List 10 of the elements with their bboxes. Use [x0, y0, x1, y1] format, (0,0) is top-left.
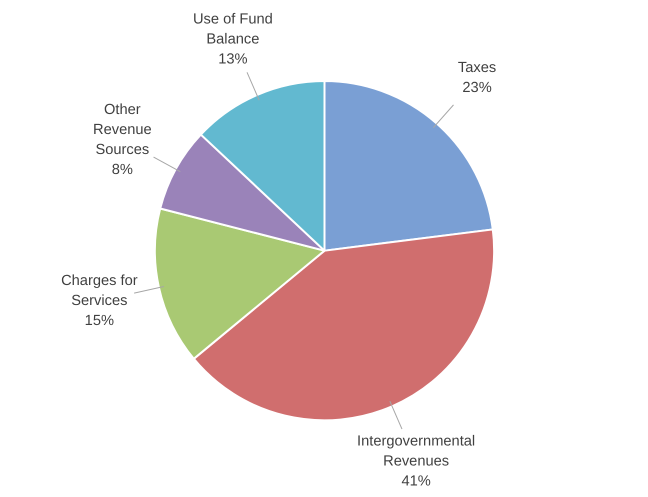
- slice-label: Use of Fund Balance: [192, 12, 273, 48]
- slice-label: Charges for Services: [61, 272, 138, 309]
- slice-label: Intergovernmental Revenues: [357, 434, 476, 470]
- data-label: 41%: [401, 474, 431, 490]
- data-label: 15%: [84, 312, 114, 329]
- data-label: 8%: [112, 162, 133, 178]
- slice-label: Taxes: [458, 60, 496, 76]
- data-label: 23%: [462, 80, 492, 96]
- slice-label: Other Revenue Sources: [93, 102, 152, 158]
- data-label: 13%: [218, 52, 248, 68]
